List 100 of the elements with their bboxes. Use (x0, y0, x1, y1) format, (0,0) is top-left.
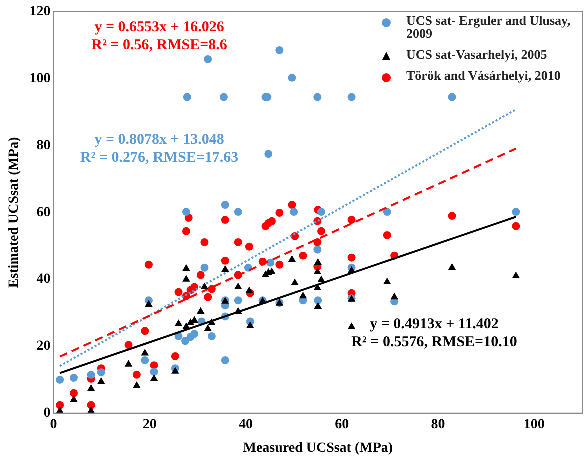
point (512, 208, 520, 216)
point (246, 322, 254, 328)
point (268, 217, 276, 226)
point (70, 396, 78, 402)
point (314, 93, 322, 102)
y-tick-label: 80 (36, 138, 51, 154)
point (512, 222, 520, 230)
point (172, 367, 180, 374)
y-tick-label: 40 (36, 272, 51, 288)
point (448, 93, 456, 102)
point (318, 208, 326, 216)
point (234, 296, 242, 305)
x-tick-label: 100 (524, 417, 545, 432)
point (200, 282, 209, 290)
point (290, 208, 298, 216)
point (221, 265, 230, 272)
point (299, 292, 308, 299)
point (288, 74, 296, 82)
point (383, 278, 392, 285)
point (299, 252, 308, 260)
point (196, 271, 205, 280)
point (141, 349, 150, 356)
y-tick-label: 120 (30, 4, 51, 20)
annotation: R² = 0.5576, RMSE=10.10 (352, 334, 518, 350)
annotation: y = 0.4913x + 11.402 (370, 316, 499, 332)
legend-label: Török and Vásárhelyi, 2010 (406, 68, 561, 83)
point (174, 288, 183, 296)
point (171, 352, 180, 361)
point (182, 322, 190, 330)
point (200, 238, 209, 246)
point (314, 296, 322, 305)
point (183, 93, 192, 102)
point (133, 381, 141, 388)
point (383, 208, 392, 216)
x-axis-title: Measured UCSsat (MPa) (243, 441, 394, 456)
point (144, 260, 153, 269)
point (145, 300, 153, 307)
point (182, 264, 190, 272)
point (348, 216, 356, 224)
point (221, 216, 230, 224)
x-tick-label: 40 (239, 417, 254, 432)
point (124, 360, 133, 367)
point (141, 356, 150, 365)
point (314, 268, 322, 274)
point (181, 337, 190, 346)
point (234, 208, 242, 216)
point (383, 231, 392, 240)
point (318, 276, 326, 283)
point (390, 292, 398, 300)
x-tick-label: 80 (431, 417, 446, 432)
legend-label: UCS sat- Erguler and Ulusay, 2009 (406, 12, 574, 41)
point (291, 278, 299, 286)
point (221, 256, 230, 265)
point (97, 377, 106, 384)
point (288, 255, 296, 262)
point (141, 327, 150, 336)
annotation: y = 0.8078x + 13.048 (94, 132, 224, 148)
x-tick-label: 60 (335, 417, 350, 432)
point (234, 238, 242, 246)
y-tick-label: 60 (36, 205, 51, 220)
point (314, 284, 322, 291)
point (246, 286, 254, 294)
point (348, 254, 356, 262)
point (174, 320, 183, 326)
point (204, 324, 212, 332)
point (182, 227, 190, 236)
point (56, 376, 64, 384)
point (234, 282, 242, 290)
legend-label: UCS sat-Vasarhelyi, 2005 (406, 46, 548, 62)
point (56, 401, 64, 410)
point (221, 356, 230, 365)
point (87, 401, 96, 410)
point (200, 264, 209, 272)
point (288, 201, 296, 210)
point (87, 370, 96, 379)
annotation: R² = 0.56, RMSE=8.6 (92, 37, 228, 54)
point (70, 374, 78, 382)
point (208, 332, 216, 340)
point (276, 46, 284, 54)
x-tick-label: 20 (142, 417, 157, 432)
point (221, 201, 230, 210)
point (348, 322, 356, 330)
point (318, 227, 326, 236)
point (150, 368, 158, 376)
point (276, 209, 284, 218)
point (245, 242, 254, 251)
point (448, 212, 456, 220)
point (190, 330, 199, 338)
point (348, 93, 356, 102)
point (448, 263, 456, 270)
point (204, 56, 212, 64)
point (124, 341, 133, 350)
point (208, 285, 216, 294)
point (314, 238, 322, 246)
annotation: R² = 0.276, RMSE=17.63 (80, 150, 239, 166)
point (97, 368, 106, 377)
point (220, 93, 228, 102)
point (314, 258, 322, 266)
point (314, 302, 322, 309)
point (348, 266, 356, 274)
